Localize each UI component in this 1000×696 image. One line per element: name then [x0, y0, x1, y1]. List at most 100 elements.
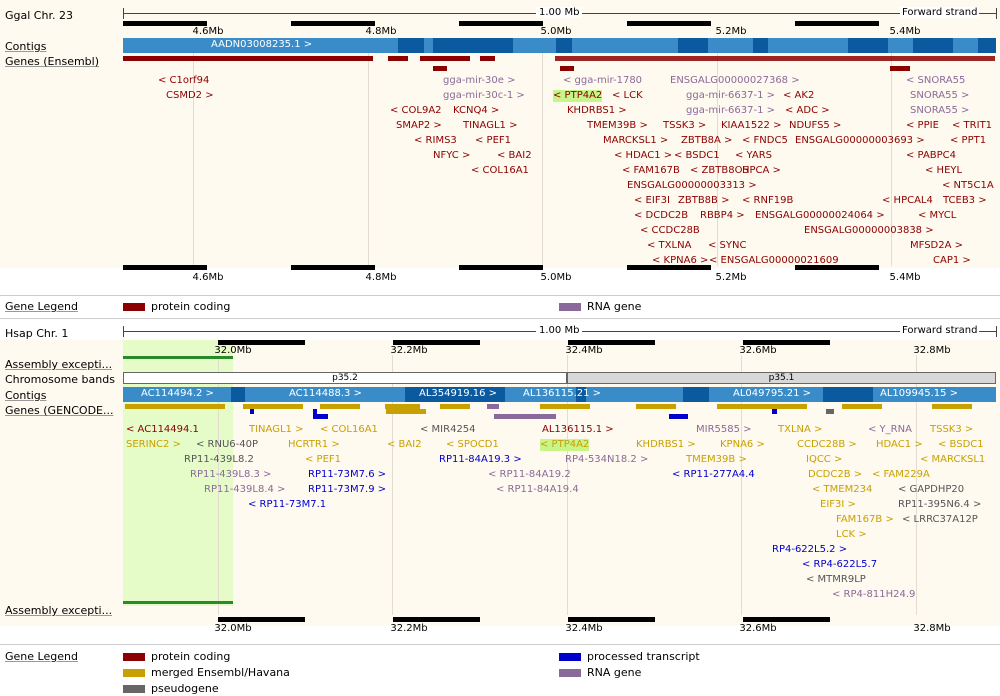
- top-genes-label[interactable]: Genes (Ensembl): [5, 55, 100, 68]
- gene-glyph[interactable]: [540, 404, 590, 409]
- gene-label[interactable]: AL136115.1 >: [542, 424, 614, 435]
- gene-label[interactable]: < MIR4254: [420, 424, 476, 435]
- gene-label[interactable]: < COL16A1: [320, 424, 378, 435]
- gene-glyph[interactable]: [480, 56, 495, 61]
- gene-label[interactable]: ENSGALG00000024064 >: [755, 210, 885, 221]
- gene-label[interactable]: ENSGALG00000027368 >: [670, 75, 800, 86]
- gene-label[interactable]: ZBTB8B >: [678, 195, 730, 206]
- band-p35-2[interactable]: p35.2: [123, 372, 567, 384]
- top-legend-label[interactable]: Gene Legend: [5, 300, 78, 313]
- gene-label[interactable]: < BSDC1: [938, 439, 984, 450]
- gene-label[interactable]: SERINC2 >: [126, 439, 181, 450]
- gene-label[interactable]: RP11-439L8.3 >: [190, 469, 272, 480]
- gene-label[interactable]: DCDC2B >: [808, 469, 863, 480]
- gene-label[interactable]: RP11-73M7.6 >: [308, 469, 387, 480]
- gene-glyph[interactable]: [125, 404, 225, 409]
- gene-label[interactable]: HDAC1 >: [876, 439, 923, 450]
- gene-label[interactable]: TXLNA >: [778, 424, 823, 435]
- gene-label[interactable]: < Y_RNA: [868, 424, 912, 435]
- gene-label[interactable]: < PTP4A2: [540, 439, 590, 451]
- gene-label[interactable]: MIR5585 >: [696, 424, 752, 435]
- gene-glyph[interactable]: [433, 66, 447, 71]
- gene-glyph[interactable]: [388, 56, 408, 61]
- gene-label[interactable]: MARCKSL1 >: [603, 135, 669, 146]
- assembly-exception-bar-lower[interactable]: [123, 601, 233, 604]
- gene-label[interactable]: < COL9A2: [390, 105, 442, 116]
- top-contig-bar[interactable]: AADN03008235.1 >: [123, 38, 996, 53]
- gene-glyph[interactable]: [560, 66, 574, 71]
- gene-label[interactable]: TCEB3 >: [943, 195, 987, 206]
- gene-label[interactable]: < gga-mir-1780: [563, 75, 643, 86]
- gene-glyph[interactable]: [313, 409, 317, 414]
- gene-label[interactable]: NFYC >: [433, 150, 471, 161]
- gene-label[interactable]: < HEYL: [925, 165, 963, 176]
- gene-label[interactable]: < KPNA6 >: [652, 255, 709, 266]
- gene-label[interactable]: < HPCAL4: [882, 195, 933, 206]
- gene-label[interactable]: SNORA55 >: [910, 90, 970, 101]
- gene-label[interactable]: < SNORA55: [906, 75, 966, 86]
- bottom-legend-label[interactable]: Gene Legend: [5, 650, 78, 663]
- band-p35-1[interactable]: p35.1: [567, 372, 996, 384]
- gene-label[interactable]: KPNA6 >: [720, 439, 765, 450]
- gene-label[interactable]: < BAI2: [497, 150, 532, 161]
- gene-glyph[interactable]: [932, 404, 972, 409]
- bottom-contigs-label[interactable]: Contigs: [5, 389, 47, 402]
- gene-label[interactable]: < DCDC2B: [634, 210, 689, 221]
- bottom-genes-label[interactable]: Genes (GENCODE...: [5, 404, 114, 417]
- gene-label[interactable]: < GAPDHP20: [898, 484, 965, 495]
- gene-label[interactable]: RP11-84A19.3 >: [439, 454, 522, 465]
- gene-label[interactable]: KHDRBS1 >: [636, 439, 696, 450]
- gene-label[interactable]: < AK2: [783, 90, 815, 101]
- gene-label[interactable]: < RP11-73M7.1: [248, 499, 327, 510]
- gene-label[interactable]: < MTMR9LP: [806, 574, 866, 585]
- gene-label[interactable]: < ZBTB8OS: [690, 165, 749, 176]
- gene-glyph[interactable]: [386, 409, 426, 414]
- gene-label[interactable]: TMEM39B >: [686, 454, 747, 465]
- gene-glyph[interactable]: [250, 409, 254, 414]
- gene-label[interactable]: < RP11-84A19.4: [496, 484, 579, 495]
- gene-label[interactable]: < FAM229A: [872, 469, 930, 480]
- gene-label[interactable]: < FNDC5: [742, 135, 788, 146]
- gene-label[interactable]: RBBP4 >: [700, 210, 745, 221]
- gene-label[interactable]: < RP4-622L5.7: [802, 559, 878, 570]
- gene-label[interactable]: < PPT1: [950, 135, 987, 146]
- gene-glyph[interactable]: [890, 66, 910, 71]
- gene-label[interactable]: < NT5C1A: [942, 180, 994, 191]
- gene-label[interactable]: TSSK3 >: [930, 424, 974, 435]
- gene-label[interactable]: NDUFS5 >: [789, 120, 842, 131]
- gene-label[interactable]: CAP1 >: [933, 255, 971, 266]
- gene-label[interactable]: < LCK: [612, 90, 643, 101]
- gene-label[interactable]: < ENSGALG00000021609: [709, 255, 839, 266]
- gene-label[interactable]: IQCC >: [806, 454, 843, 465]
- gene-label[interactable]: < C1orf94: [158, 75, 210, 86]
- gene-label[interactable]: < EIF3I: [634, 195, 670, 206]
- gene-label[interactable]: SNORA55 >: [910, 105, 970, 116]
- gene-label[interactable]: CSMD2 >: [166, 90, 214, 101]
- assembly-label-lower[interactable]: Assembly excepti...: [5, 604, 113, 617]
- assembly-exception-bar[interactable]: [123, 356, 233, 359]
- gene-glyph[interactable]: [669, 414, 688, 419]
- gene-label[interactable]: < LRRC37A12P: [902, 514, 978, 525]
- gene-label[interactable]: KCNQ4 >: [453, 105, 500, 116]
- gene-label[interactable]: SMAP2 >: [396, 120, 442, 131]
- gene-label[interactable]: < MYCL: [918, 210, 957, 221]
- gene-label[interactable]: < ADC >: [785, 105, 830, 116]
- gene-label[interactable]: FAM167B >: [836, 514, 894, 525]
- gene-glyph[interactable]: [313, 414, 328, 419]
- gene-label[interactable]: < TXLNA: [647, 240, 692, 251]
- top-contigs-label[interactable]: Contigs: [5, 40, 47, 53]
- gene-label[interactable]: < COL16A1: [471, 165, 529, 176]
- gene-label[interactable]: < RNF19B: [742, 195, 794, 206]
- assembly-label[interactable]: Assembly excepti...: [5, 358, 113, 371]
- gene-label[interactable]: < BSDC1: [674, 150, 720, 161]
- gene-label[interactable]: < MARCKSL1: [920, 454, 986, 465]
- gene-label[interactable]: LCK >: [836, 529, 867, 540]
- gene-label[interactable]: CCDC28B >: [797, 439, 857, 450]
- gene-label[interactable]: < PABPC4: [906, 150, 957, 161]
- gene-glyph[interactable]: [717, 404, 807, 409]
- gene-label[interactable]: < PPIE: [906, 120, 939, 131]
- gene-label[interactable]: < SPOCD1: [446, 439, 499, 450]
- gene-label[interactable]: < RP11-84A19.2: [488, 469, 571, 480]
- gene-label[interactable]: RP11-395N6.4 >: [898, 499, 982, 510]
- gene-label[interactable]: < PEF1: [475, 135, 512, 146]
